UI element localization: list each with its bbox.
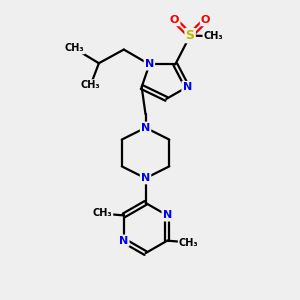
Text: CH₃: CH₃ [81,80,100,90]
Text: CH₃: CH₃ [203,31,223,41]
Text: O: O [170,15,179,25]
Text: CH₃: CH₃ [179,238,199,248]
Text: N: N [182,82,192,92]
Text: S: S [186,29,195,42]
Text: N: N [145,59,154,69]
Text: N: N [141,123,150,133]
Text: N: N [119,236,128,246]
Text: CH₃: CH₃ [64,44,84,53]
Text: CH₃: CH₃ [93,208,112,218]
Text: N: N [141,173,150,183]
Text: O: O [201,15,210,25]
Text: N: N [163,210,172,220]
